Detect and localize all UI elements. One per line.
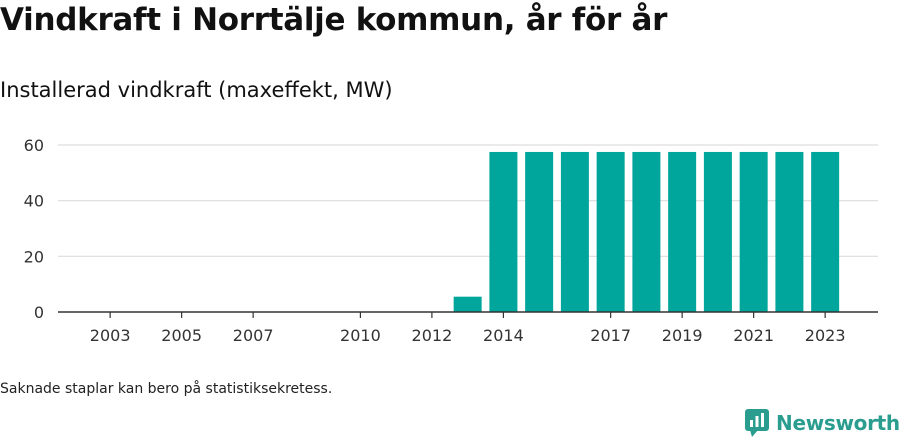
bar-2014 (489, 151, 518, 312)
bar-2023 (811, 151, 840, 312)
bar-2021 (739, 151, 768, 312)
bar-2019 (668, 151, 697, 312)
x-tick-label: 2003 (90, 326, 131, 345)
brand-logo: Newsworthy (744, 406, 900, 440)
x-tick-label: 2007 (233, 326, 274, 345)
bar-2020 (703, 151, 732, 312)
x-tick-label: 2023 (805, 326, 846, 345)
x-tick-label: 2012 (412, 326, 453, 345)
footnote: Saknade staplar kan bero på statistiksek… (0, 381, 333, 397)
x-tick-label: 2005 (161, 326, 202, 345)
chart-title: Vindkraft i Norrtälje kommun, år för år (0, 2, 668, 38)
newsworthy-logo-icon (745, 409, 769, 437)
x-tick-label: 2017 (590, 326, 631, 345)
y-tick-label: 20 (24, 247, 44, 266)
bar-2018 (632, 151, 661, 312)
brand-name: Newsworthy (776, 411, 900, 435)
bar-2015 (525, 151, 554, 312)
y-tick-label: 40 (24, 192, 44, 211)
x-tick-label: 2019 (662, 326, 703, 345)
y-tick-label: 60 (24, 136, 44, 155)
y-tick-label: 0 (34, 303, 44, 322)
chart-subtitle: Installerad vindkraft (maxeffekt, MW) (0, 78, 393, 102)
x-tick-label: 2010 (340, 326, 381, 345)
bar-2022 (775, 151, 804, 312)
x-tick-label: 2014 (483, 326, 524, 345)
bar-2016 (560, 151, 589, 312)
bar-2013 (453, 296, 482, 312)
bar-chart: 0 20 40 60 2003 2005 2007 2010 2012 2014 2017 2019 2… (24, 136, 878, 345)
bar-2017 (596, 151, 625, 312)
x-tick-label: 2021 (733, 326, 774, 345)
